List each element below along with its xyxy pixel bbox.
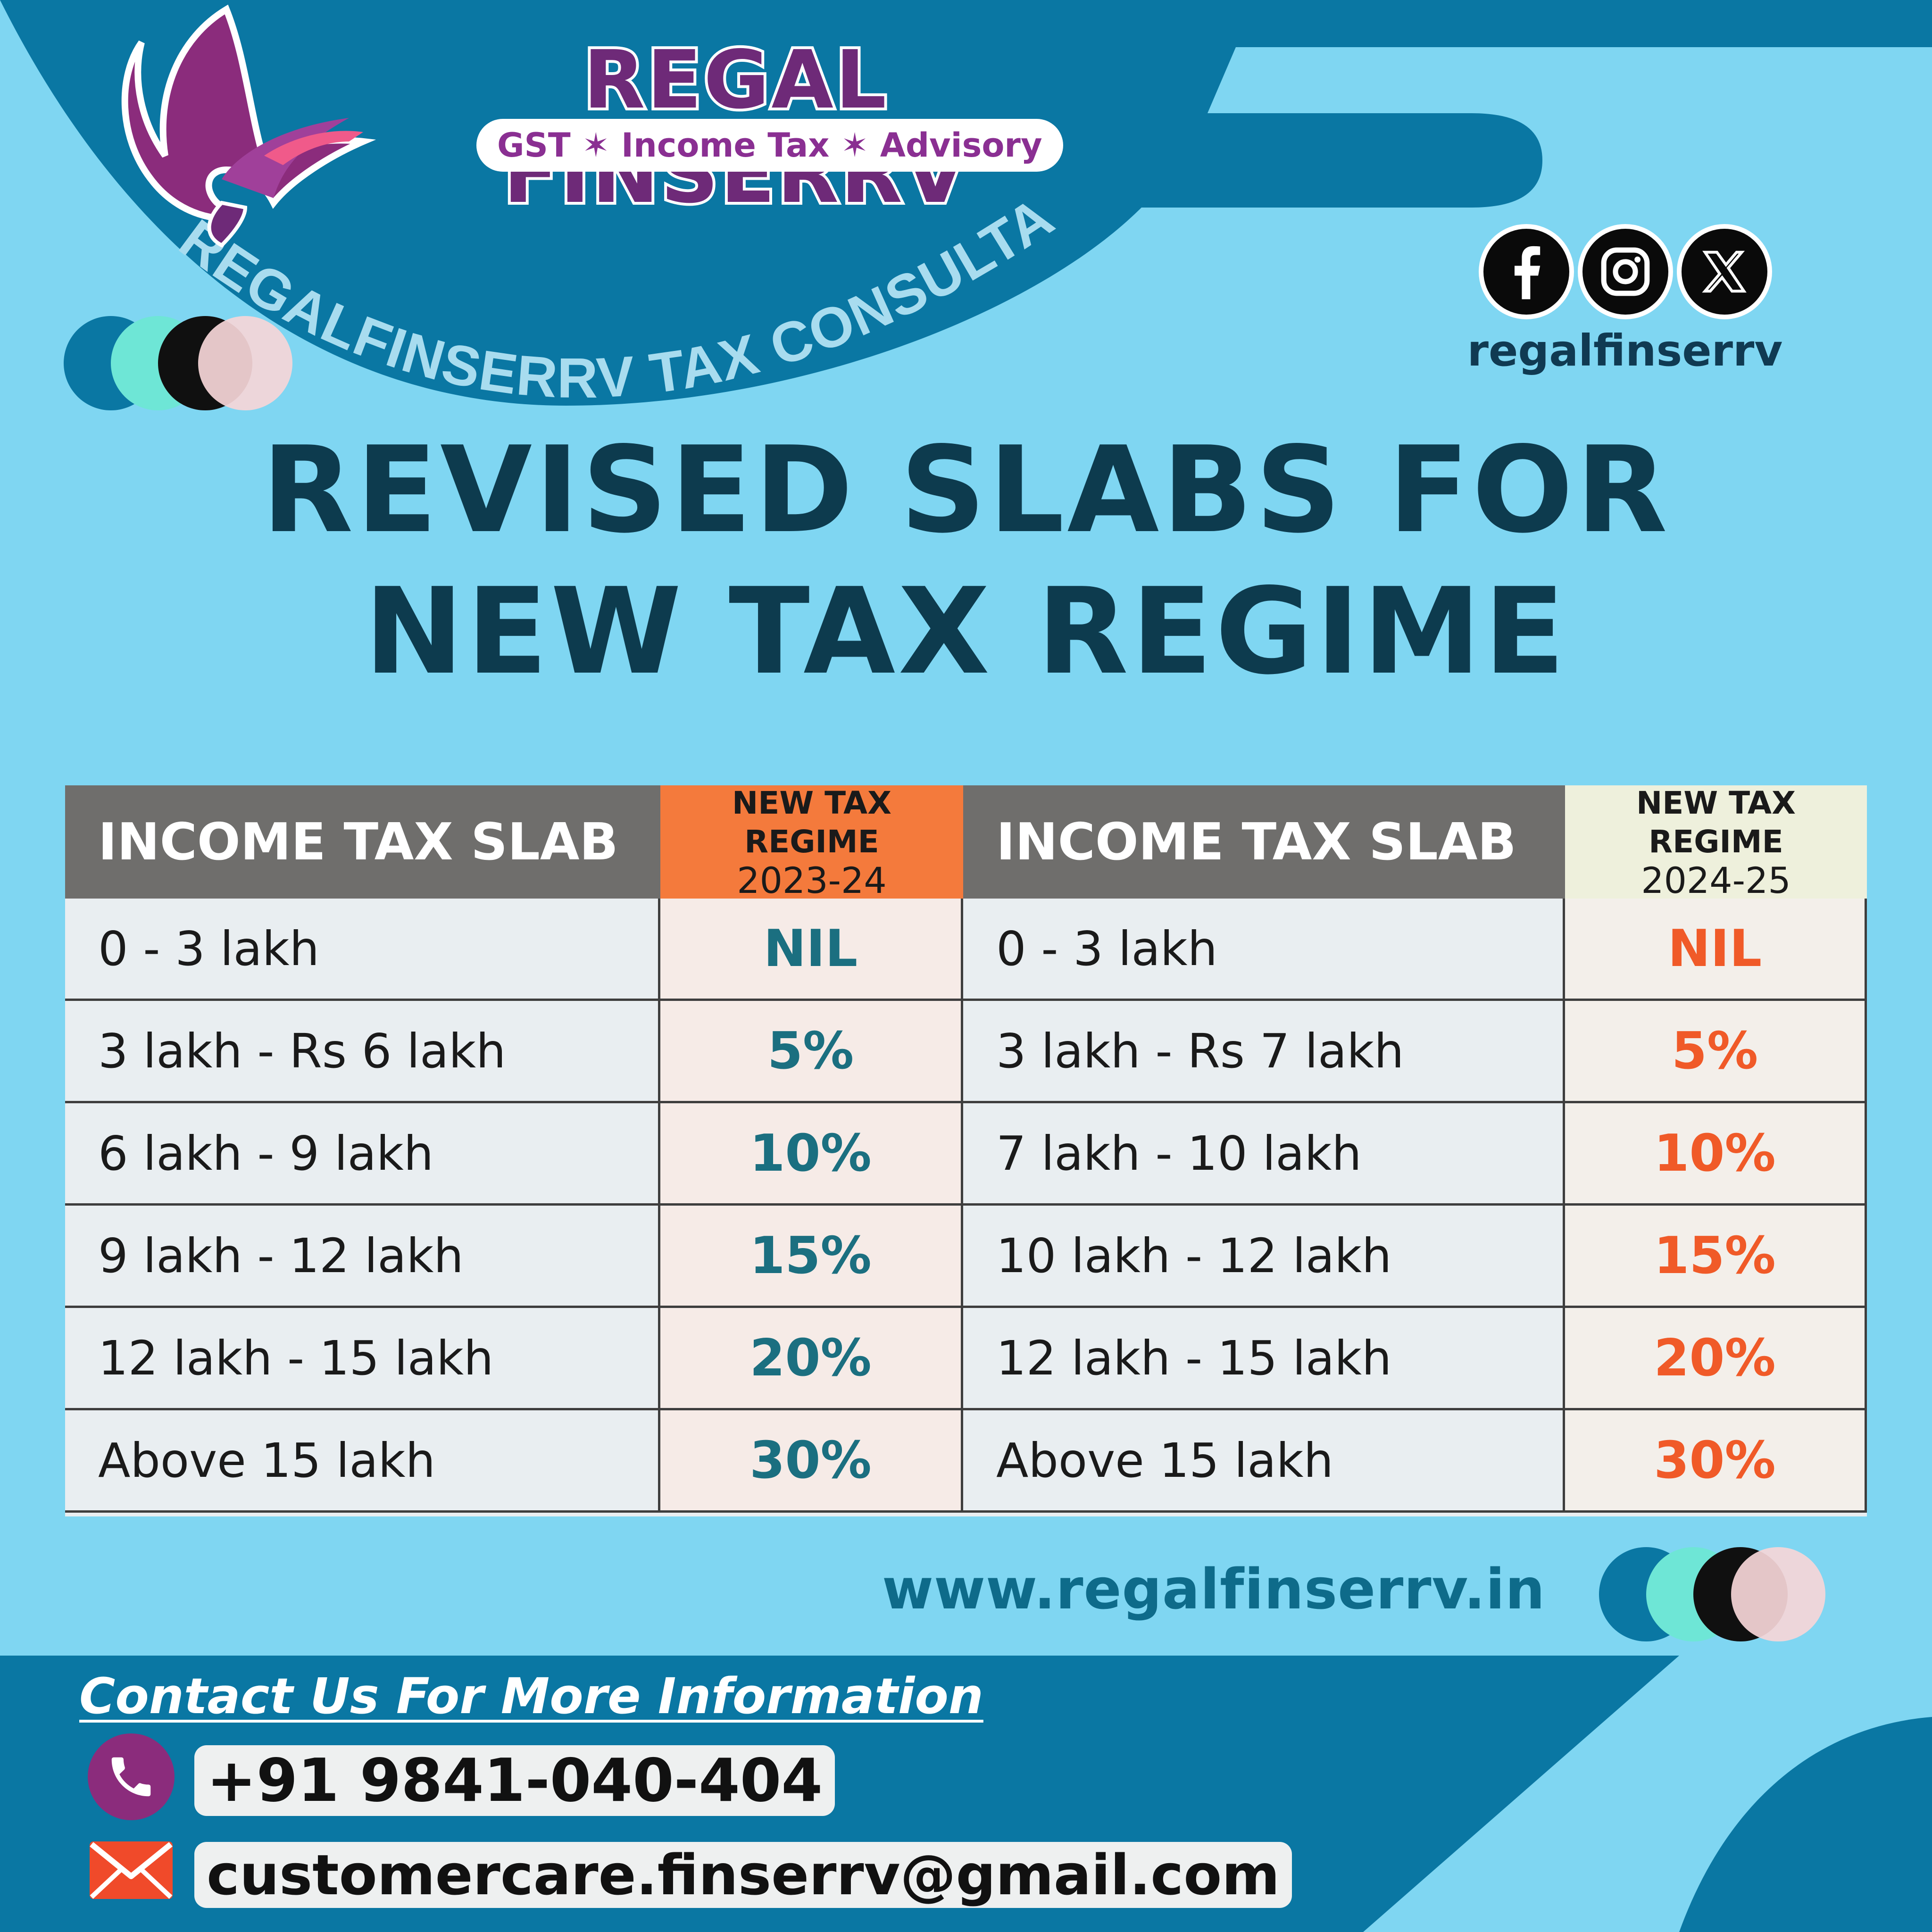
top-banner-right: [1236, 0, 1932, 47]
tax-rate-right: 5%: [1565, 1001, 1867, 1103]
header-regime-label: NEW TAX REGIME: [1636, 785, 1796, 860]
phone-icon: [88, 1733, 175, 1820]
bottom-right-blob: [1679, 1717, 1932, 1932]
tax-rate-right: 10%: [1565, 1103, 1867, 1206]
slab-range-right: 0 - 3 lakh: [963, 899, 1565, 1001]
slab-range-right: 3 lakh - Rs 7 lakh: [963, 1001, 1565, 1103]
tax-rate-right: 20%: [1565, 1308, 1867, 1410]
email-address[interactable]: customercare.finserrv@gmail.com: [194, 1842, 1292, 1908]
header-new-tax-regime-2024-25: NEW TAX REGIME 2024-25: [1565, 785, 1867, 901]
header-new-tax-regime-2023-24: NEW TAX REGIME 2023-24: [660, 785, 963, 901]
phone-number[interactable]: +91 9841-040-404: [194, 1745, 835, 1816]
slab-range-left: 6 lakh - 9 lakh: [65, 1103, 660, 1206]
social-handle: regalfinserrv: [1467, 325, 1783, 376]
tax-rate-right: 15%: [1565, 1206, 1867, 1308]
slab-range-left: 9 lakh - 12 lakh: [65, 1206, 660, 1308]
header-income-tax-slab-left: INCOME TAX SLAB: [65, 785, 660, 899]
x-icon[interactable]: [1677, 224, 1772, 319]
decor-circles-bottom: [1599, 1547, 1825, 1641]
header-regime-label: NEW TAX REGIME: [732, 785, 891, 860]
slab-range-right: Above 15 lakh: [963, 1410, 1565, 1513]
tax-rate-left: 15%: [660, 1206, 963, 1308]
slab-range-right: 7 lakh - 10 lakh: [963, 1103, 1565, 1206]
decor-circles-top: [64, 316, 292, 410]
page-title-line2: NEW TAX REGIME: [364, 563, 1568, 701]
slab-range-right: 10 lakh - 12 lakh: [963, 1206, 1565, 1308]
website-url[interactable]: www.regalfinserrv.in: [882, 1557, 1546, 1622]
facebook-icon[interactable]: [1479, 224, 1574, 319]
eagle-logo: [121, 4, 376, 248]
slab-range-left: 3 lakh - Rs 6 lakh: [65, 1001, 660, 1103]
slab-range-left: Above 15 lakh: [65, 1410, 660, 1513]
mail-icon: [90, 1841, 173, 1899]
tax-rate-left: 20%: [660, 1308, 963, 1410]
page-title-line1: REVISED SLABS FOR: [261, 421, 1671, 559]
brand-tagline: GST ✶ Income Tax ✶ Advisory: [476, 119, 1063, 172]
header-regime-year: 2024-25: [1641, 859, 1791, 901]
tax-rate-left: 30%: [660, 1410, 963, 1513]
header-regime-year: 2023-24: [737, 859, 887, 901]
tax-rate-left: 10%: [660, 1103, 963, 1206]
instagram-icon[interactable]: [1578, 224, 1673, 319]
tax-rate-left: NIL: [660, 899, 963, 1001]
slab-range-left: 0 - 3 lakh: [65, 899, 660, 1001]
header-income-tax-slab-right: INCOME TAX SLAB: [963, 785, 1565, 899]
tax-slab-table: INCOME TAX SLAB NEW TAX REGIME 2023-24 I…: [65, 785, 1867, 1516]
top-banner-shape: [0, 0, 1932, 406]
tax-rate-right: NIL: [1565, 899, 1867, 1001]
slab-range-left: 12 lakh - 15 lakh: [65, 1308, 660, 1410]
slab-range-right: 12 lakh - 15 lakh: [963, 1308, 1565, 1410]
tax-rate-right: 30%: [1565, 1410, 1867, 1513]
tax-rate-left: 5%: [660, 1001, 963, 1103]
contact-heading: Contact Us For More Information: [79, 1667, 983, 1725]
